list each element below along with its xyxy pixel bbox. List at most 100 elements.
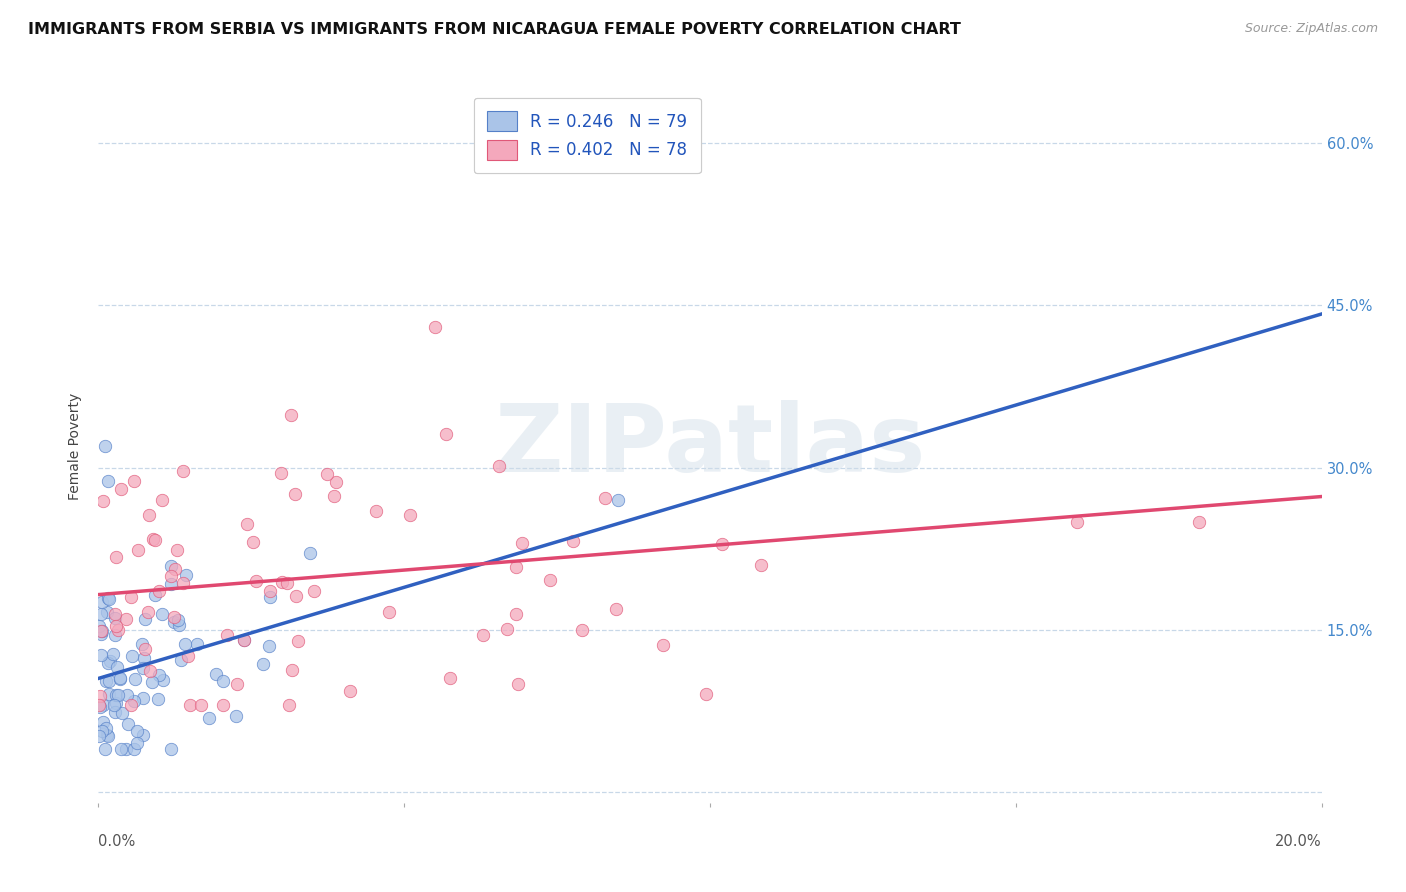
Point (366, 504, 388, 518)
Point (132, 728, 155, 742)
Point (90, 648, 112, 662)
Point (505, 607, 527, 621)
Point (1066, 515, 1088, 529)
Point (159, 558, 181, 573)
Point (166, 543, 188, 558)
Point (136, 605, 159, 619)
Point (98, 591, 121, 606)
Point (259, 584, 281, 599)
Y-axis label: Female Poverty: Female Poverty (69, 392, 83, 500)
Point (89, 689, 111, 703)
Point (169, 618, 191, 632)
Point (134, 613, 156, 627)
Point (215, 628, 238, 642)
Point (304, 584, 326, 599)
Point (439, 671, 461, 685)
Point (122, 474, 145, 488)
Point (488, 458, 510, 473)
Point (472, 628, 495, 642)
Point (134, 641, 156, 656)
Point (277, 698, 299, 712)
Point (139, 664, 162, 678)
Point (110, 482, 132, 496)
Point (111, 706, 134, 720)
Point (122, 694, 145, 708)
Point (114, 611, 136, 625)
Point (259, 639, 281, 653)
Point (105, 660, 128, 674)
Point (325, 475, 347, 490)
Point (90, 624, 112, 638)
Point (98, 687, 121, 701)
Point (107, 688, 129, 702)
Point (173, 637, 195, 651)
Point (510, 535, 533, 549)
Point (378, 605, 401, 619)
Point (148, 667, 170, 681)
Point (205, 667, 228, 681)
Point (174, 567, 197, 582)
Point (104, 611, 127, 625)
Point (190, 698, 212, 713)
Point (134, 651, 156, 665)
Point (98, 654, 121, 668)
Point (166, 613, 188, 627)
Point (124, 672, 146, 686)
Text: Source: ZipAtlas.com: Source: ZipAtlas.com (1244, 22, 1378, 36)
Point (259, 590, 281, 604)
Point (339, 684, 361, 698)
Point (322, 489, 344, 503)
Point (89, 619, 111, 633)
Point (399, 508, 422, 522)
Point (270, 466, 292, 480)
Point (252, 657, 274, 672)
Point (546, 136, 568, 151)
Point (152, 673, 174, 687)
Point (607, 493, 630, 508)
Point (103, 607, 125, 621)
Point (280, 408, 302, 422)
Point (125, 736, 148, 750)
Point (159, 576, 181, 591)
Point (132, 660, 155, 674)
Point (97, 729, 120, 743)
Point (152, 493, 174, 508)
Point (142, 533, 165, 547)
Point (98, 674, 121, 689)
Point (103, 627, 125, 641)
Point (148, 584, 170, 599)
Point (108, 671, 131, 685)
Point (120, 698, 142, 713)
Point (103, 698, 125, 713)
Point (434, 427, 457, 442)
Point (115, 741, 138, 756)
Point (131, 637, 153, 651)
Point (225, 709, 247, 723)
Point (225, 676, 247, 690)
Point (105, 619, 128, 633)
Point (236, 517, 259, 532)
Point (505, 559, 527, 574)
Point (117, 717, 139, 731)
Point (94, 721, 117, 735)
Point (91, 493, 114, 508)
Point (179, 698, 201, 713)
Point (121, 648, 143, 663)
Point (170, 653, 193, 667)
Point (561, 533, 583, 548)
Point (105, 549, 128, 564)
Point (233, 633, 256, 648)
Point (271, 575, 294, 590)
Point (93, 439, 115, 453)
Point (108, 673, 131, 687)
Point (281, 663, 304, 677)
Point (87, 729, 110, 743)
Text: ZIPatlas: ZIPatlas (495, 400, 925, 492)
Point (276, 576, 298, 591)
Point (508, 676, 530, 690)
Point (423, 320, 446, 334)
Text: IMMIGRANTS FROM SERBIA VS IMMIGRANTS FROM NICARAGUA FEMALE POVERTY CORRELATION C: IMMIGRANTS FROM SERBIA VS IMMIGRANTS FRO… (28, 22, 960, 37)
Point (105, 688, 128, 702)
Point (197, 710, 219, 724)
Point (89, 698, 111, 713)
